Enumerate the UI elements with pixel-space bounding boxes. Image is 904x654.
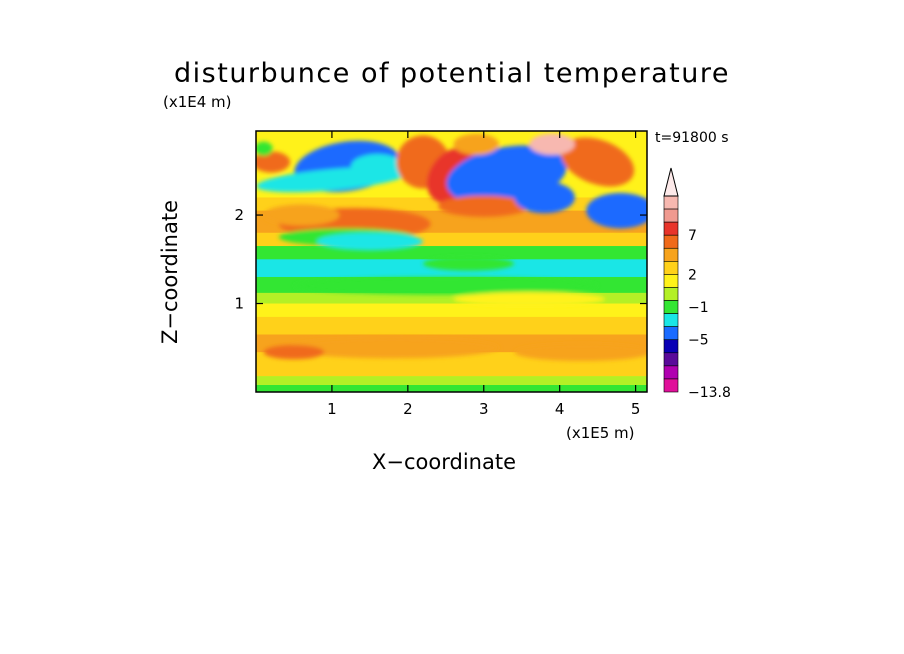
colorbar-cell: [663, 247, 679, 262]
colorbar-cell: [663, 378, 679, 393]
field-blob: [256, 151, 291, 173]
field-blob: [316, 232, 424, 251]
band-yellow: [256, 303, 647, 317]
field-blob: [529, 133, 575, 155]
time-label: t=91800 s: [655, 130, 729, 146]
colorbar-cell: [663, 234, 679, 249]
field-blob: [514, 181, 575, 214]
field-blob: [586, 192, 647, 229]
x-axis-ticks: 1 2 3 4 5: [327, 131, 640, 418]
colorbar-cell: [663, 352, 679, 367]
x-tick-label: 3: [479, 400, 489, 418]
contour-field: [256, 131, 647, 392]
y-axis-unit: (x1E4 m): [163, 93, 232, 111]
field-blob: [263, 204, 340, 226]
y-tick-label: 1: [234, 295, 244, 313]
band-lime-low: [256, 376, 647, 385]
colorbar-extend-arrow: [663, 167, 679, 197]
field-blob: [286, 337, 499, 359]
x-tick-label: 4: [555, 400, 565, 418]
colorbar-cell: [663, 339, 679, 354]
band-lime-mid: [256, 292, 647, 304]
field-blob: [423, 256, 515, 271]
field-blob: [453, 133, 499, 155]
field-blob: [293, 276, 598, 295]
colorbar-cell: [663, 287, 679, 301]
x-axis-unit: (x1E5 m): [566, 424, 635, 442]
field-blob: [263, 345, 325, 360]
colorbar-label: 7: [688, 228, 697, 244]
colorbar-cell: [663, 313, 679, 327]
field-blob: [438, 195, 530, 217]
y-tick-label: 2: [234, 206, 244, 224]
field-blob: [453, 292, 606, 307]
band-bottom-green: [256, 384, 647, 392]
colorbar-cell: [663, 326, 679, 341]
field-blob: [350, 154, 405, 179]
colorbar-label: −1: [688, 300, 709, 316]
y-axis-ticks: 12: [234, 206, 647, 313]
plot-frame: [255, 130, 648, 393]
field-blob: [256, 141, 273, 156]
x-tick-label: 2: [403, 400, 413, 418]
field-blob: [561, 137, 635, 187]
x-axis-label: X−coordinate: [372, 450, 516, 474]
colorbar-label: 2: [688, 267, 697, 283]
colorbar-cell: [663, 221, 679, 236]
colorbar-cell: [663, 365, 679, 380]
colorbar-cell: [663, 261, 679, 275]
colorbar-cell: [663, 208, 679, 223]
colorbar-cell: [663, 195, 679, 210]
colorbar-label: −5: [688, 333, 709, 349]
field-features: [256, 133, 647, 362]
chart-title: disturbunce of potential temperature: [174, 58, 730, 89]
colorbar: 7 2 −1 −5 −13.8: [663, 167, 731, 401]
field-blob: [514, 343, 647, 362]
x-tick-label: 1: [327, 400, 337, 418]
colorbar-cell: [663, 300, 679, 314]
colorbar-cell: [663, 274, 679, 288]
x-tick-label: 5: [631, 400, 641, 418]
colorbar-label: −13.8: [688, 385, 731, 401]
